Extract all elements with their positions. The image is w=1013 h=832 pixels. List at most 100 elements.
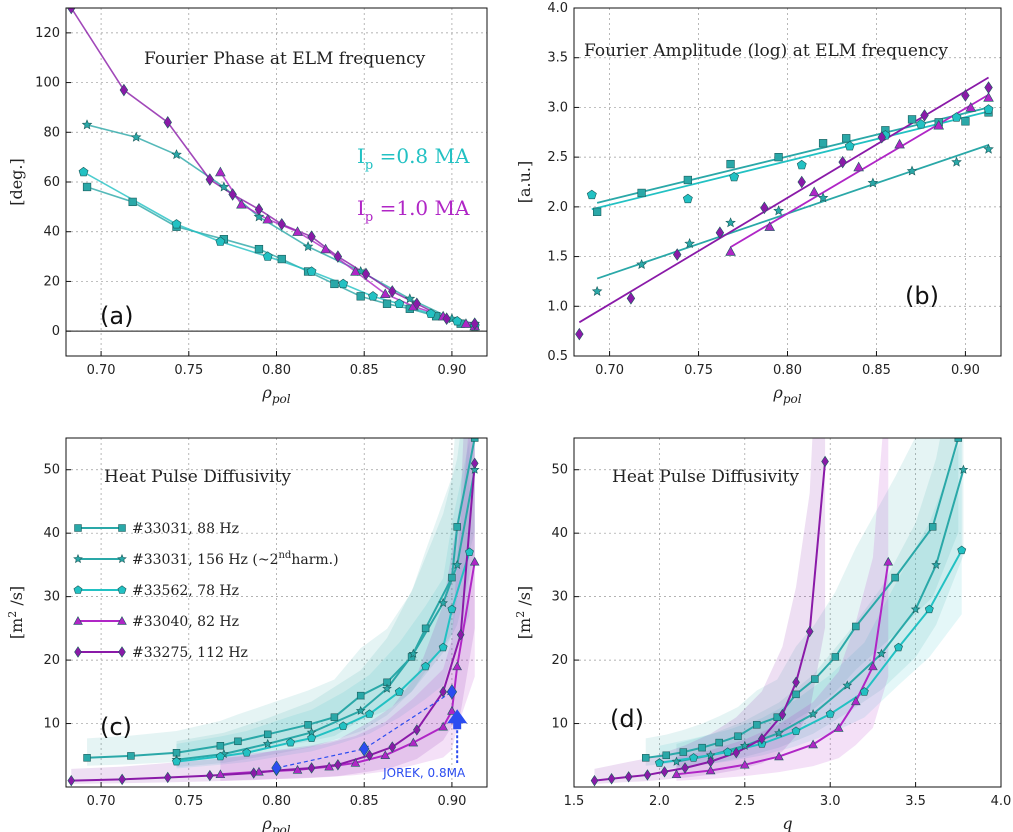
uncertainty-band [176,438,475,768]
series-line [176,551,471,763]
jorek-annotation: JOREK, 0.8MA [382,766,466,780]
data-point-triangle [408,737,419,747]
data-point-pentagon [368,291,378,301]
data-point-triangle [292,226,303,236]
y-axis-label-part: [deg.] [7,158,26,206]
data-point-diamond [277,217,286,231]
data-point-square [448,573,456,582]
data-point-diamond [797,175,806,189]
data-point-star [404,293,416,304]
x-tick-label: 0.75 [174,794,203,809]
data-point-star [876,648,887,658]
data-point-diamond [163,116,172,129]
data-point-square [818,139,828,148]
x-axis-label-sub: pol [783,392,802,406]
y-tick-label: 0.5 [547,349,568,364]
data-point-triangle [292,764,303,774]
legend-label: #33275, 112 Hz [132,645,248,661]
y-axis-label: [deg.] [7,158,26,206]
x-tick-label: 0.80 [262,363,291,378]
data-point-triangle [350,266,361,276]
legend-label-part: harm.) [291,552,338,568]
data-point-triangle [833,723,844,732]
data-point-square [792,690,800,699]
x-tick-label: 2.5 [734,794,755,809]
y-tick-label: 40 [43,526,60,541]
data-point-diamond [412,297,422,311]
x-tick-label: 1.5 [564,794,585,809]
data-point-triangle [883,556,894,566]
x-tick-label: 0.80 [773,363,802,378]
data-point-diamond [163,771,172,784]
data-point-star [355,705,366,715]
x-tick-label: 0.85 [862,363,891,378]
data-point-square [852,622,860,631]
x-tick-label: 4.0 [991,794,1012,809]
uncertainty-band [87,438,475,766]
data-point-star [983,143,994,154]
data-point-diamond [607,773,616,785]
data-point-diamond [778,708,787,721]
data-point-square [277,254,286,264]
data-point-pentagon [215,751,225,761]
legend-marker-pentagon [117,585,127,594]
data-point-pentagon [916,119,926,129]
data-point-star [408,648,419,658]
jorek-dashed-line [276,691,453,769]
current-label-sub: p [365,210,373,225]
data-point-square [304,721,312,729]
data-point-square [254,244,264,254]
legend-label: #33031, 88 Hz [132,521,239,537]
data-point-diamond [626,292,636,305]
y-tick-label: 50 [43,463,60,478]
data-point-star [218,181,230,192]
data-point-pentagon [447,604,457,614]
data-point-diamond [732,747,741,759]
data-point-square [356,292,365,301]
legend-marker-diamond [74,646,82,658]
data-point-diamond [706,755,715,768]
data-point-triangle [739,759,750,769]
data-point-triangle [725,246,736,256]
data-point-star [382,683,392,693]
data-point-diamond [67,774,76,787]
x-tick-label: 0.90 [437,794,466,809]
data-point-square [774,153,783,162]
data-point-pentagon [654,758,664,767]
data-point-pentagon [723,747,733,756]
data-point-square [811,675,819,683]
plot-area [67,438,480,787]
data-point-triangle [965,102,977,112]
data-point-pentagon [306,266,317,276]
data-point-star [262,738,273,748]
y-axis-label: [m2 /s] [514,586,534,639]
y-tick-label: 40 [43,225,60,240]
data-point-star [452,559,463,570]
y-tick-label: 1.5 [547,250,568,265]
x-tick-label: 3.5 [905,794,926,809]
data-point-triangle [894,138,905,149]
legend-marker-square [74,524,82,532]
x-axis-label-main: ρ [261,814,272,832]
jorek-marker [446,684,458,700]
data-point-star [739,740,750,750]
fit-line [596,106,989,204]
y-tick-label: 40 [551,526,568,541]
data-point-diamond [206,769,214,782]
current-label-sub: p [365,158,373,173]
current-label-value: =0.8 MA [373,144,470,168]
data-point-diamond [334,759,342,771]
data-point-star [808,708,818,719]
data-point-pentagon [924,604,934,614]
data-point-triangle [320,243,331,254]
data-point-pentagon [78,166,89,177]
data-point-triangle [983,92,994,102]
data-point-star [130,131,142,142]
data-point-diamond [254,203,264,216]
panel-c: 0.70 0.75 0.80 0.85 0.90 10 20 30 40 50 ρpol [m2 /s… [6,437,488,832]
data-point-diamond [821,455,829,468]
current-label-main: I [357,196,365,220]
data-point-diamond [228,188,237,201]
data-point-triangle [215,769,226,779]
data-point-diamond [838,155,847,169]
